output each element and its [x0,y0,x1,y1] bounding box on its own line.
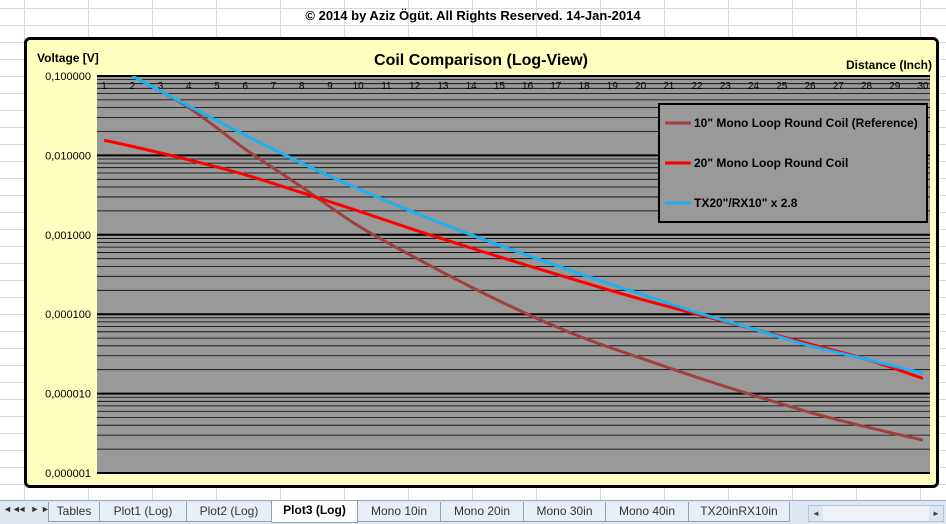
sheet-tab[interactable]: Mono 30in [523,502,606,522]
sheet-tab[interactable]: Plot1 (Log) [99,502,187,522]
x-tick-label: 8 [299,81,305,92]
x-tick-label: 24 [748,81,760,92]
series-line-3 [131,76,924,375]
scroll-right-icon[interactable]: ► [929,506,943,521]
x-tick-label: 9 [327,81,333,92]
sheet-tab[interactable]: Mono 10in [357,502,441,522]
x-tick-label: 4 [186,81,192,92]
y-tick-label: 0,000100 [45,309,91,321]
first-sheet-button[interactable]: ◄◄ [3,504,21,514]
coil-comparison-chart: 0,100000 0,010000 0,001000 0,000100 0,000010… [37,51,932,480]
y-axis-label: Voltage [V] [37,51,99,65]
y-tick-label: 0,000001 [45,468,91,480]
x-tick-label: 15 [494,81,506,92]
x-tick-label: 5 [214,81,220,92]
x-tick-label: 3 [158,81,164,92]
prev-sheet-button[interactable]: ◄ [17,504,27,514]
x-tick-label: 7 [271,81,277,92]
chart-title: Coil Comparison (Log-View) [374,52,588,69]
scroll-left-icon[interactable]: ◄ [809,506,823,521]
x-tick-label: 12 [409,81,421,92]
sheet-tab[interactable]: Mono 20in [440,502,524,522]
copyright-header: © 2014 by Aziz Ögüt. All Rights Reserved… [305,8,641,23]
chart-area[interactable]: 0,100000 0,010000 0,001000 0,000100 0,000010… [24,37,939,488]
x-tick-label: 16 [522,81,534,92]
y-tick-label: 0,000010 [45,389,91,401]
x-tick-label: 11 [381,81,392,92]
legend-box [658,103,928,223]
x-axis-label: Distance (Inch) [846,58,932,72]
legend-entry: TX20"/RX10" x 2.8 [694,196,798,210]
x-tick-label: 27 [833,81,845,92]
x-tick-label: 22 [692,81,704,92]
x-tick-label: 26 [804,81,816,92]
x-tick-label: 17 [550,81,562,92]
legend-entry: 20" Mono Loop Round Coil [694,156,848,170]
sheet-tab[interactable]: Mono 40in [605,502,689,522]
x-tick-label: 6 [242,81,248,92]
x-tick-label: 1 [101,81,107,92]
sheet-tab[interactable]: TX20inRX10in [688,502,790,522]
x-tick-label: 25 [776,81,788,92]
horizontal-scrollbar[interactable]: ◄ ► [808,505,944,522]
sheet-tab[interactable]: Plot3 (Log) [271,501,358,523]
x-tick-label: 10 [353,81,365,92]
x-tick-label: 28 [861,81,873,92]
x-tick-label: 20 [635,81,647,92]
x-tick-label: 2 [129,81,135,92]
y-tick-label: 0,010000 [45,150,91,162]
x-tick-label: 13 [437,81,449,92]
y-tick-label: 0,001000 [45,230,91,242]
y-tick-label: 0,100000 [45,71,91,83]
x-tick-label: 30 [917,81,929,92]
x-tick-label: 29 [889,81,901,92]
next-sheet-button[interactable]: ► [30,504,40,514]
x-tick-label: 21 [663,81,675,92]
x-tick-label: 18 [579,81,591,92]
sheet-tab[interactable]: Plot2 (Log) [186,502,272,522]
series-line-1 [131,76,924,442]
x-tick-label: 23 [720,81,732,92]
x-tick-label: 14 [466,81,478,92]
x-tick-label: 19 [607,81,619,92]
legend-entry: 10" Mono Loop Round Coil (Reference) [694,116,918,130]
sheet-tab[interactable]: Tables [48,502,100,522]
